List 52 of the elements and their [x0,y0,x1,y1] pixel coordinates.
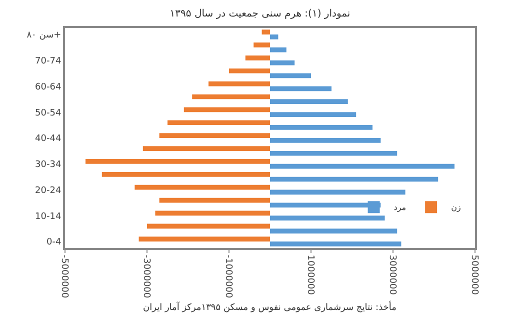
bar [134,184,270,190]
x-tick-label: -1000000 [223,254,234,298]
bar [270,176,438,182]
bar [86,159,270,164]
bar [138,236,270,242]
bar [155,210,270,216]
chart-title: نمودار (۱): هرم سنی جمعیت در سال ۱۳۹۵ [170,8,350,20]
bar [270,138,381,143]
y-tick-label: 20-24 [35,186,62,196]
bar [159,133,270,138]
legend-label: زن [451,203,461,212]
text: مأخذ: نتایج سرشماری عمومی نفوس و مسکن ۱۳۹۵مرکز آمار ایران [143,300,397,313]
bar [270,86,332,92]
bar [184,107,270,112]
bar [254,42,270,48]
bar [270,228,398,234]
bar [270,190,406,195]
x-tick-label: 3000000 [387,254,398,296]
bar [208,81,270,86]
bar [159,198,270,203]
x-tick-label: 5000000 [469,254,480,296]
y-tick-label: سن ۸۰+ [26,30,62,41]
bar [270,47,286,52]
bar [147,224,270,229]
bar [270,150,398,156]
bar [102,172,270,177]
y-tick-label: 0-4 [46,238,62,248]
bar [270,242,402,246]
x-tick-label: 1000000 [305,254,316,296]
x-tick-label: -5000000 [59,254,70,298]
bar [270,99,348,104]
bar [270,216,385,220]
x-tick-label: -3000000 [141,254,152,298]
bar [270,60,295,66]
bar [270,125,372,130]
y-tick-label: 60-64 [35,82,62,92]
bar [245,56,270,60]
legend-label: مرد [394,203,406,212]
bar [270,164,454,169]
y-tick-label: 10-14 [35,212,62,222]
bar [262,30,270,34]
y-tick-label: 50-54 [35,108,62,118]
bar [229,68,270,74]
bar [192,94,270,100]
bar [168,120,270,126]
y-tick-label: 40-44 [35,134,62,144]
bar [270,34,278,40]
y-tick-label: 70-74 [35,56,62,66]
bar [270,73,311,78]
bar [270,112,356,117]
y-tick-label: 30-34 [35,160,62,170]
bar [142,146,270,151]
